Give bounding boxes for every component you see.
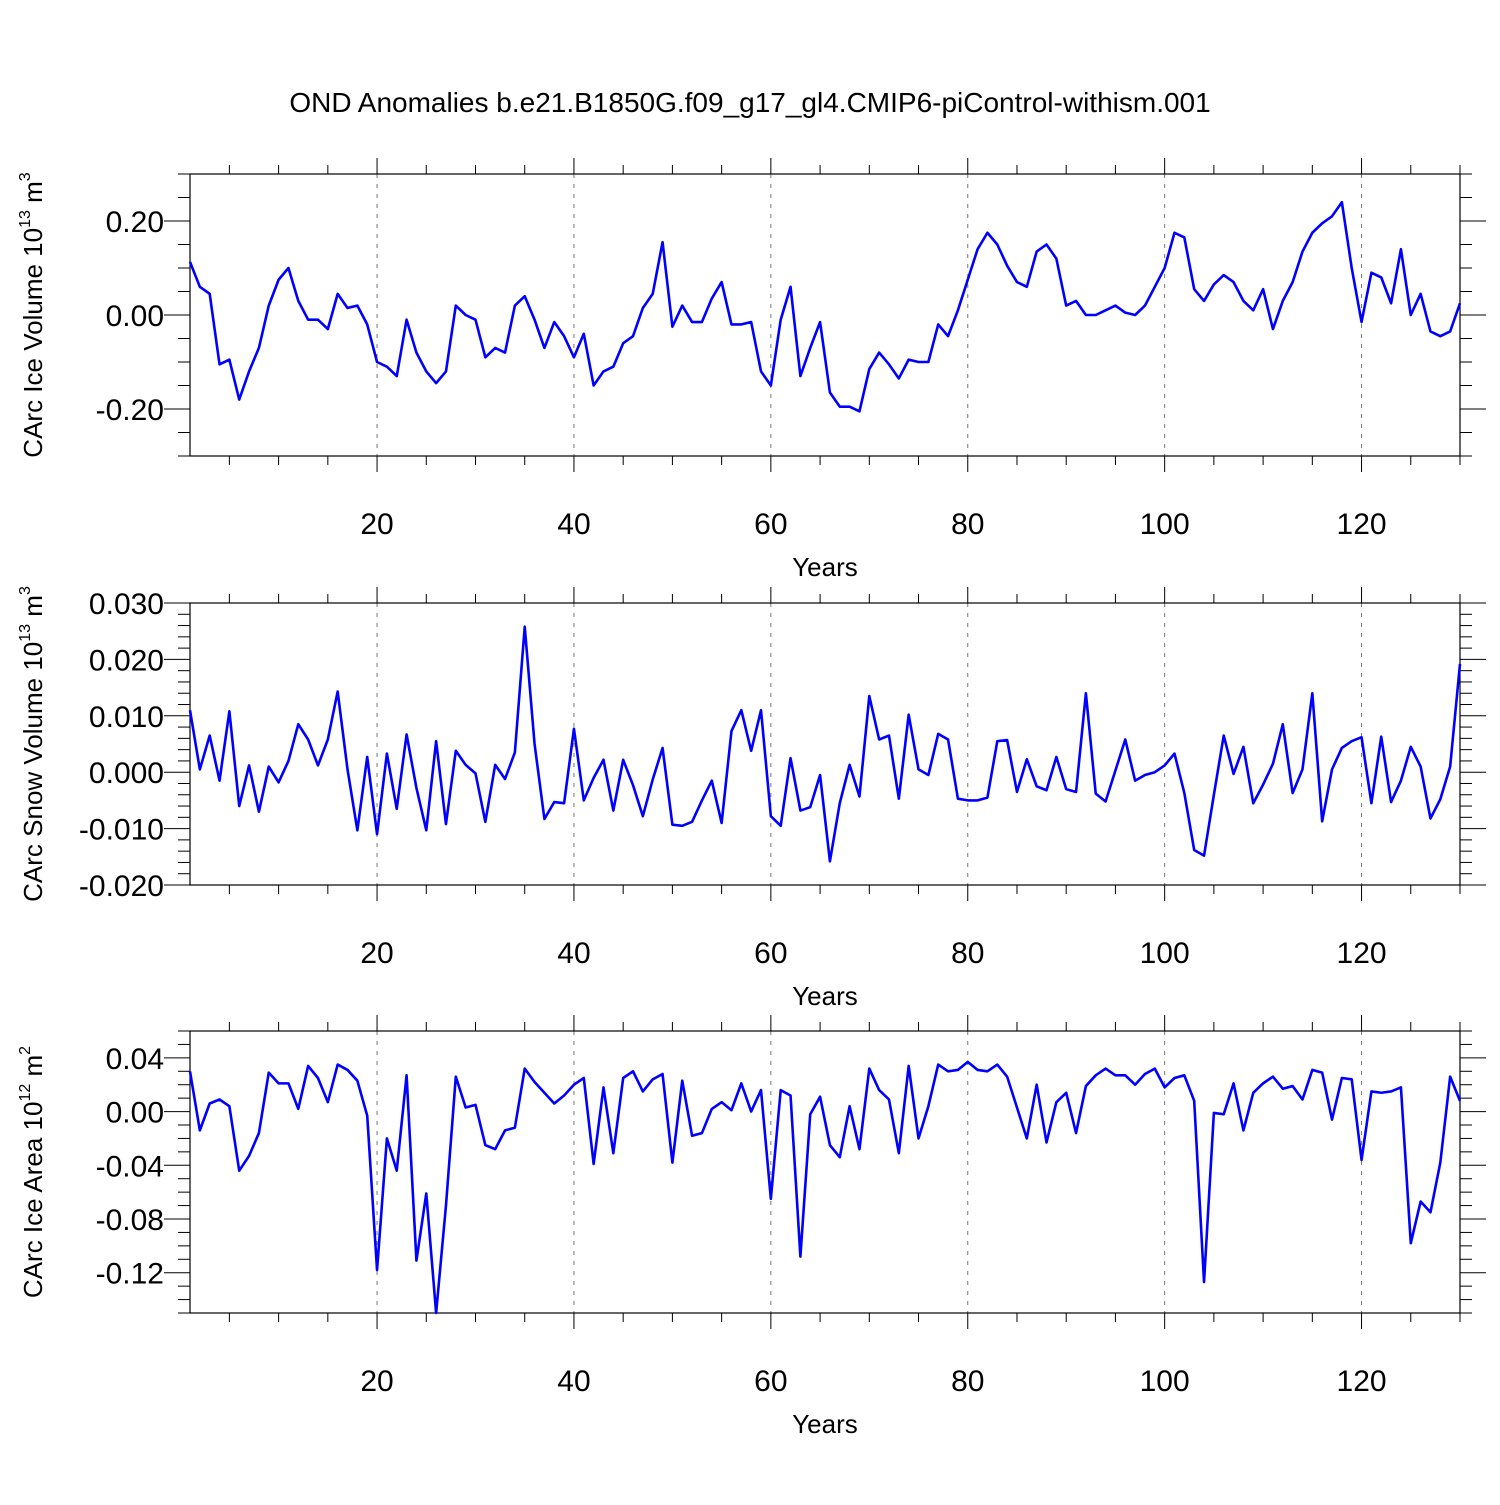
x-tick-label: 40 (557, 937, 590, 970)
y-axis-label-unit: m (18, 181, 48, 210)
x-tick-label: 20 (360, 508, 393, 541)
y-axis-label-exponent: 13 (17, 624, 34, 642)
panel-ice-volume: 20 40 60 80 100 120 -0.20 0.00 0.20 Years CArc Ice… (17, 158, 1486, 582)
y-axis-label-unit: m (18, 595, 48, 624)
x-tick-label: 40 (557, 1365, 590, 1398)
x-tick-label: 40 (557, 508, 590, 541)
x-axis-label: Years (792, 981, 858, 1011)
y-axis-label-main: CArc Ice Volume 10 (18, 228, 48, 458)
y-tick-label: 0.04 (106, 1043, 164, 1076)
y-tick-label: 0.020 (89, 644, 164, 677)
y-tick-label: 0.030 (89, 588, 164, 621)
series-line-ice-area (188, 1060, 1462, 1315)
y-tick-label: 0.000 (89, 757, 164, 790)
x-tick-label: 120 (1337, 1365, 1387, 1398)
x-tick-label: 60 (754, 937, 787, 970)
chart-title: OND Anomalies b.e21.B1850G.f09_g17_gl4.C… (289, 87, 1210, 118)
x-tick-label: 60 (754, 508, 787, 541)
panel-ice-area: 20 40 60 80 100 120 -0.12 -0.08 -0.04 0.00 0.04 Yea… (17, 1015, 1486, 1439)
y-axis-label-main: CArc Ice Area 10 (18, 1102, 48, 1299)
y-axis-label-unit: m (18, 1055, 48, 1084)
plot-frame (189, 1030, 1461, 1314)
y-axis-label-unit-exponent: 2 (17, 1046, 34, 1055)
y-tick-label: -0.04 (96, 1150, 164, 1183)
x-tick-label: 120 (1337, 508, 1387, 541)
y-axis-label-exponent: 13 (17, 210, 34, 228)
y-axis-label-exponent: 12 (17, 1084, 34, 1102)
x-tick-label: 80 (951, 1365, 984, 1398)
x-tick-label: 20 (360, 1365, 393, 1398)
y-tick-label: 0.20 (106, 206, 164, 239)
x-tick-label: 100 (1140, 1365, 1190, 1398)
x-axis-label: Years (792, 1409, 858, 1439)
panel-snow-volume: 20 40 60 80 100 120 -0.020 -0.010 0.000 0.010 0.02… (17, 586, 1486, 1011)
y-tick-label: -0.20 (96, 394, 164, 427)
x-tick-label: 80 (951, 508, 984, 541)
y-tick-label: 0.00 (106, 300, 164, 333)
y-axis-label: CArc Snow Volume 1013 m3 (17, 586, 48, 902)
x-tick-label: 60 (754, 1365, 787, 1398)
y-axis-label-unit-exponent: 3 (17, 172, 34, 181)
series-line-snow-volume (188, 625, 1462, 863)
y-tick-label: -0.020 (79, 870, 164, 903)
y-axis-label-main: CArc Snow Volume 10 (18, 642, 48, 902)
plot-frame (189, 602, 1461, 886)
panels: 20 40 60 80 100 120 -0.20 0.00 0.20 Years CArc Ice… (17, 158, 1486, 1439)
y-axis-label-unit-exponent: 3 (17, 586, 34, 595)
x-axis-label: Years (792, 552, 858, 582)
x-tick-label: 80 (951, 937, 984, 970)
x-tick-label: 20 (360, 937, 393, 970)
x-tick-label: 120 (1337, 937, 1387, 970)
y-tick-label: -0.010 (79, 814, 164, 847)
y-axis-label: CArc Ice Volume 1013 m3 (17, 172, 48, 457)
y-tick-label: -0.08 (96, 1204, 164, 1237)
y-tick-label: 0.00 (106, 1097, 164, 1130)
series-line-ice-volume (188, 200, 1462, 413)
y-axis-label: CArc Ice Area 1012 m2 (17, 1046, 48, 1298)
x-tick-label: 100 (1140, 508, 1190, 541)
y-tick-label: 0.010 (89, 701, 164, 734)
y-tick-label: -0.12 (96, 1258, 164, 1291)
x-tick-label: 100 (1140, 937, 1190, 970)
